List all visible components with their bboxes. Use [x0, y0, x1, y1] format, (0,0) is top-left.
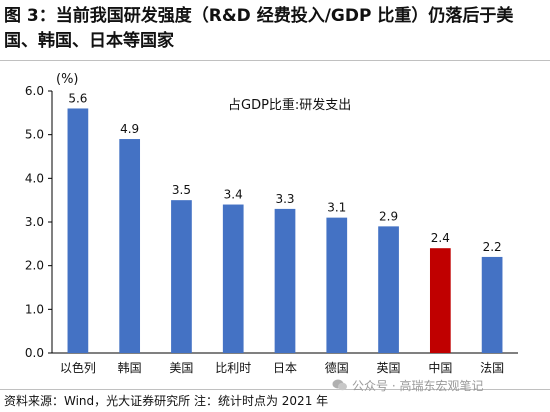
- y-tick-label: 0.0: [25, 346, 44, 360]
- source-note: 资料来源：Wind，光大证券研究所 注：统计时点为 2021 年: [4, 394, 329, 408]
- x-tick-label: 英国: [377, 361, 401, 375]
- data-label: 3.4: [224, 188, 243, 202]
- x-tick-label: 中国: [428, 360, 452, 375]
- bar-9: [481, 256, 503, 353]
- bar-7: [378, 226, 399, 353]
- x-tick-label: 美国: [169, 361, 193, 375]
- chart-title: 占GDP比重:研发支出: [228, 97, 351, 113]
- bar-chart: 0.0 1.0 2.0 3.0 4.0 5.0 6.0 (%) 占GDP比重:研发支出 5.6 以色…: [25, 72, 518, 375]
- data-label: 2.4: [431, 231, 450, 245]
- x-tick-label: 比利时: [215, 361, 251, 375]
- x-tick-label: 日本: [273, 361, 297, 375]
- y-tick-label: 1.0: [25, 302, 44, 316]
- bar-8: [429, 248, 451, 353]
- bar-5: [274, 208, 296, 353]
- data-label: 2.9: [379, 209, 398, 223]
- x-tick-label: 德国: [325, 360, 349, 375]
- top-divider: [0, 60, 550, 61]
- bar-6: [326, 217, 348, 353]
- y-tick-label: 6.0: [25, 84, 44, 98]
- data-label: 5.6: [68, 91, 87, 105]
- data-label: 2.2: [483, 240, 502, 254]
- y-tick-label: 2.0: [25, 259, 44, 273]
- watermark-text: 公众号 · 高瑞东宏观笔记: [352, 379, 484, 393]
- x-tick-label: 以色列: [60, 361, 96, 375]
- data-label: 3.5: [172, 183, 191, 197]
- y-tick-label: 3.0: [25, 215, 44, 229]
- data-label: 3.1: [327, 201, 346, 215]
- y-axis-unit: (%): [56, 72, 79, 87]
- y-tick-label: 5.0: [25, 128, 44, 142]
- wechat-icon: [332, 379, 347, 391]
- x-tick-label: 法国: [480, 361, 504, 375]
- bottom-divider: [0, 389, 550, 390]
- bar-4: [222, 204, 244, 353]
- figure-title: 图 3：当前我国研发强度（R&D 经费投入/GDP 比重）仍落后于美国、韩国、日…: [4, 6, 514, 51]
- bar-1: [67, 108, 89, 353]
- bar-2: [119, 139, 141, 353]
- x-tick-label: 韩国: [118, 360, 142, 375]
- watermark: 公众号 · 高瑞东宏观笔记: [332, 378, 483, 394]
- data-label: 4.9: [120, 122, 139, 136]
- bar-3: [171, 200, 192, 353]
- data-label: 3.3: [275, 192, 294, 206]
- y-tick-label: 4.0: [25, 171, 44, 185]
